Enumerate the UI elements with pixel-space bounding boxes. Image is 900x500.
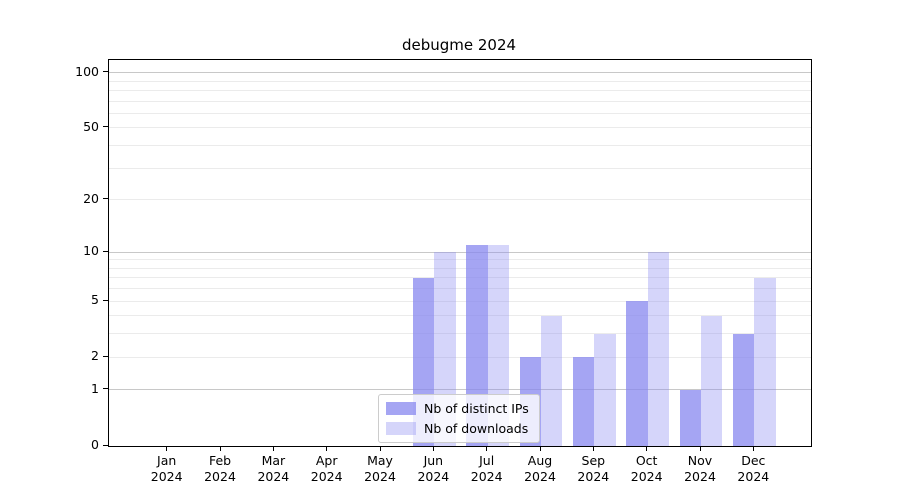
y-tickmark: [103, 388, 108, 390]
minor-gridline: [109, 90, 811, 92]
y-tickmark: [103, 126, 108, 128]
y-tick-label: 20: [83, 190, 99, 206]
distinct-ips-label: Nb of distinct IPs: [424, 401, 529, 416]
x-tick-label: Sep 2024: [577, 453, 610, 484]
y-tick-label: 5: [91, 292, 99, 308]
x-tickmark: [272, 446, 274, 451]
y-tickmark: [103, 355, 108, 357]
x-tickmark: [539, 446, 541, 451]
minor-gridline: [109, 259, 811, 261]
downloads-swatch-icon: [386, 422, 416, 435]
x-tickmark: [486, 446, 488, 451]
y-tickmark: [103, 198, 108, 200]
bar-downloads-dec: [754, 277, 776, 446]
major-gridline: [109, 251, 811, 253]
minor-gridline: [109, 356, 811, 358]
bar-downloads-oct: [647, 252, 669, 446]
y-tickmark: [103, 71, 108, 73]
x-tick-label: Aug 2024: [524, 453, 556, 484]
y-tick-label: 1: [91, 380, 99, 396]
y-tickmark: [103, 250, 108, 252]
bar-distinct-ips-oct: [626, 301, 648, 446]
bar-downloads-aug: [541, 315, 563, 446]
minor-gridline: [109, 199, 811, 201]
x-tickmark: [699, 446, 701, 451]
x-tickmark: [166, 446, 168, 451]
chart-title: debugme 2024: [401, 36, 517, 54]
x-tickmark: [752, 446, 754, 451]
y-tickmark: [103, 299, 108, 301]
x-tickmark: [326, 446, 328, 451]
bar-distinct-ips-nov: [679, 389, 701, 446]
x-tick-label: Dec 2024: [737, 453, 770, 484]
minor-gridline: [109, 127, 811, 129]
y-tick-label: 50: [83, 118, 99, 134]
minor-gridline: [109, 277, 811, 279]
legend: Nb of distinct IPs Nb of downloads: [378, 394, 540, 443]
x-tick-label: Apr 2024: [310, 453, 343, 484]
x-tick-label: May 2024: [364, 453, 396, 484]
x-tick-label: Nov 2024: [684, 453, 716, 484]
minor-gridline: [109, 112, 811, 114]
x-tickmark: [432, 446, 434, 451]
minor-gridline: [109, 145, 811, 147]
bar-distinct-ips-sep: [573, 357, 595, 446]
x-tick-label: Jan 2024: [150, 453, 183, 484]
x-tick-label: Oct 2024: [630, 453, 663, 484]
minor-gridline: [109, 100, 811, 102]
bar-distinct-ips-dec: [733, 333, 755, 446]
minor-gridline: [109, 267, 811, 269]
y-tick-label: 100: [75, 63, 99, 79]
plot-area: Nb of distinct IPs Nb of downloads: [108, 59, 812, 447]
minor-gridline: [109, 300, 811, 302]
x-tickmark: [592, 446, 594, 451]
distinct-ips-swatch-icon: [386, 402, 416, 415]
minor-gridline: [109, 288, 811, 290]
y-tick-label: 0: [91, 437, 99, 452]
downloads-label: Nb of downloads: [424, 421, 529, 436]
y-tick-label: 2: [91, 348, 99, 364]
minor-gridline: [109, 315, 811, 317]
major-gridline: [109, 389, 811, 391]
bar-downloads-sep: [594, 333, 616, 446]
y-tick-label: 10: [83, 243, 99, 259]
x-tickmark: [379, 446, 381, 451]
x-tick-label: Mar 2024: [257, 453, 290, 484]
minor-gridline: [109, 167, 811, 169]
x-tickmark: [219, 446, 221, 451]
bar-downloads-nov: [701, 315, 723, 446]
x-tick-label: Feb 2024: [204, 453, 236, 484]
x-tickmark: [646, 446, 648, 451]
major-gridline: [109, 72, 811, 74]
minor-gridline: [109, 333, 811, 335]
legend-item-downloads: Nb of downloads: [386, 421, 529, 436]
y-tickmark: [103, 444, 108, 446]
legend-item-distinct-ips: Nb of distinct IPs: [386, 401, 529, 416]
x-tick-label: Jul 2024: [470, 453, 503, 484]
x-tick-label: Jun 2024: [417, 453, 450, 484]
minor-gridline: [109, 80, 811, 82]
